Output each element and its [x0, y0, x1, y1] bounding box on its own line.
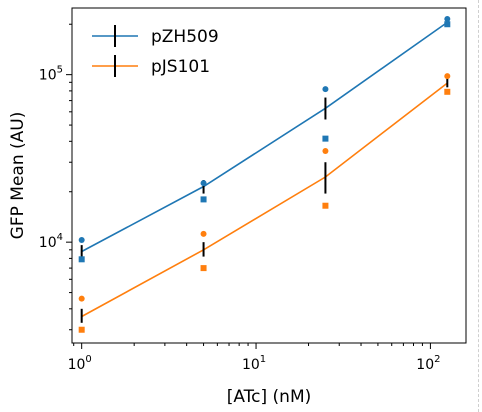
- x-tick-label: 102: [416, 354, 440, 373]
- data-point-circle: [200, 180, 207, 187]
- data-point-square: [322, 202, 329, 209]
- data-point-circle: [322, 148, 329, 155]
- legend-label-0: pZH509: [151, 27, 219, 47]
- y-axis-label: GFP Mean (AU): [8, 112, 28, 240]
- data-point-circle: [78, 295, 85, 302]
- legend: pZH509 pJS101: [92, 25, 219, 77]
- x-axis-label: [ATc] (nM): [227, 387, 312, 407]
- data-point-circle: [78, 237, 85, 244]
- data-point-square: [444, 21, 451, 28]
- y-tick-label: 105: [39, 65, 63, 84]
- series-line-0: [81, 21, 448, 253]
- data-point-square: [444, 88, 451, 95]
- plot-area: [78, 15, 451, 333]
- data-point-square: [200, 196, 207, 203]
- x-tick-label: 101: [242, 354, 266, 373]
- data-point-circle: [444, 15, 451, 22]
- y-tick-label: 104: [39, 232, 63, 251]
- axes: 104 105 100 101 102 [ATc] (nM) GFP Mean (AU): [8, 7, 467, 407]
- legend-label-1: pJS101: [151, 57, 210, 77]
- data-point-square: [78, 326, 85, 333]
- data-point-circle: [200, 230, 207, 237]
- x-tick-label: 100: [68, 354, 92, 373]
- data-point-circle: [322, 86, 329, 93]
- data-point-circle: [444, 73, 451, 80]
- divider-dashed: [478, 0, 479, 412]
- data-point-square: [200, 265, 207, 272]
- data-point-square: [78, 256, 85, 263]
- axis-frame: [71, 7, 467, 344]
- series-line-1: [81, 82, 448, 318]
- data-point-square: [322, 135, 329, 142]
